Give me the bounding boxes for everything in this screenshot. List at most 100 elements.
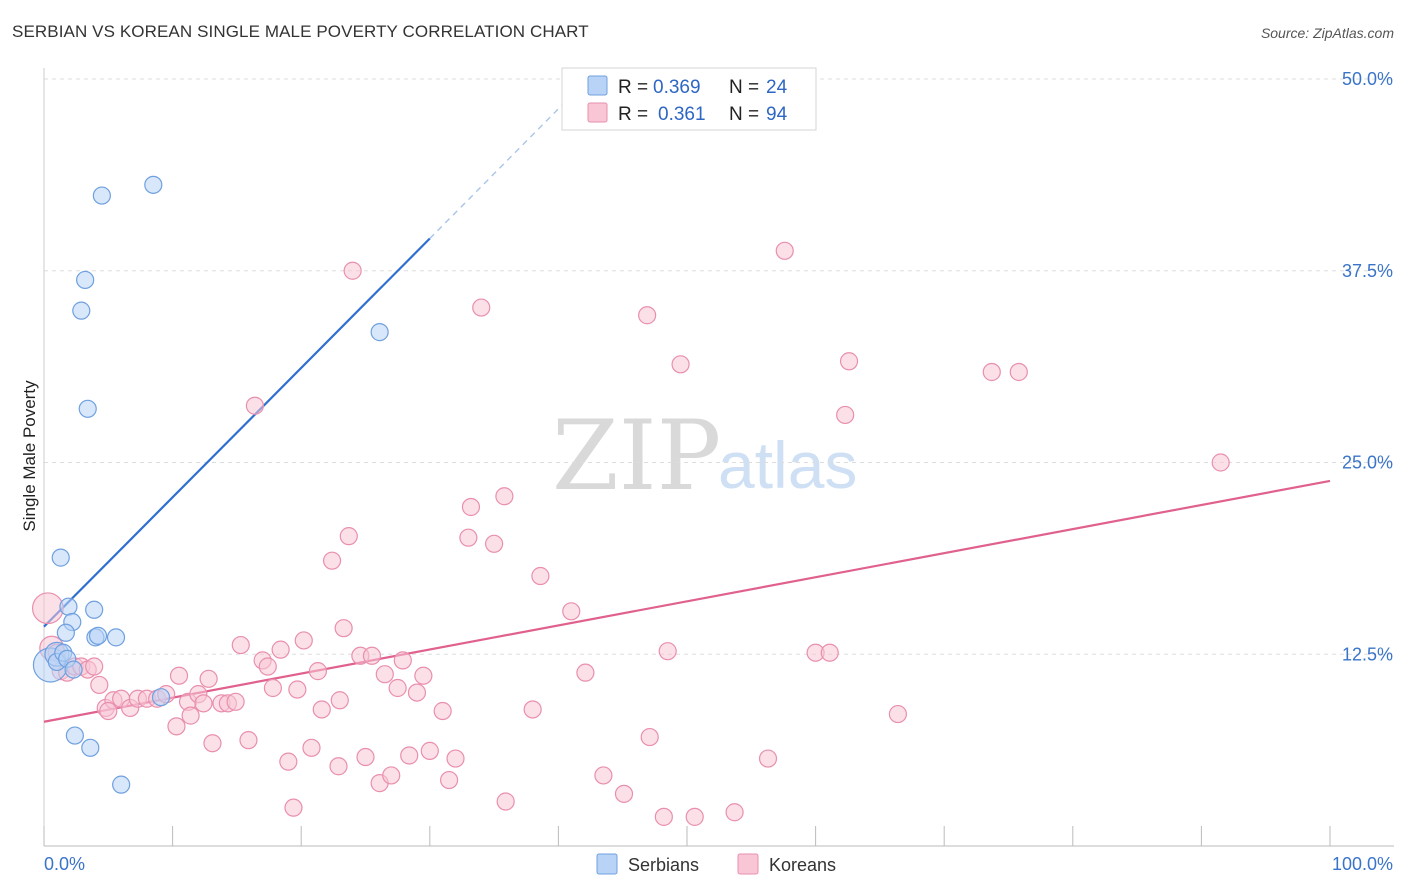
bottom-legend-koreans-swatch: [737, 853, 759, 875]
koreans-point-52: [375, 665, 394, 684]
tick-labels: 12.5% 25.0% 37.5% 50.0% 0.0% 100.0%: [44, 69, 1393, 874]
legend-koreans-r-value: 0.361: [658, 104, 706, 125]
serbians-point-15: [88, 626, 108, 645]
grid-lines: [44, 78, 1394, 655]
koreans-point-40: [302, 738, 321, 757]
koreans-point-31: [245, 396, 265, 415]
koreans-point-83: [775, 241, 794, 260]
serbians-point-8: [56, 623, 75, 642]
koreans-point-49: [356, 747, 375, 767]
koreans-point-66: [485, 534, 504, 553]
legend-koreans-swatch: [587, 102, 608, 123]
koreans-point-79: [671, 355, 690, 374]
koreans-point-35: [271, 640, 290, 659]
koreans-point-41: [308, 662, 328, 681]
koreans-point-53: [382, 766, 401, 785]
legend-serbians-n-value: 24: [766, 77, 788, 98]
koreans-point-82: [758, 749, 778, 768]
watermark: ZIP atlas: [552, 400, 857, 512]
koreans-point-57: [407, 683, 427, 702]
koreans-point-88: [888, 704, 908, 724]
koreans-point-30: [239, 731, 258, 750]
y-axis-title: Single Male Poverty: [20, 380, 39, 532]
koreans-point-87: [839, 352, 859, 371]
koreans-point-43: [322, 551, 342, 570]
serbians-point-17: [81, 738, 100, 757]
legend-koreans-n-value: 94: [766, 104, 788, 125]
y-tick-label-2: 37.5%: [1342, 261, 1393, 281]
koreans-point-45: [334, 619, 353, 638]
koreans-point-39: [294, 631, 313, 650]
serbians-point-19: [112, 775, 131, 794]
legend-serbians-r-label: R =: [618, 77, 648, 98]
bottom-legend-koreans-label: Koreans: [769, 855, 836, 875]
source-label: Source: ZipAtlas.com: [1260, 25, 1394, 41]
koreans-point-44: [329, 757, 348, 776]
koreans-point-59: [420, 741, 439, 760]
y-tick-label-1: 25.0%: [1342, 453, 1393, 473]
koreans-point-23: [194, 694, 213, 713]
serbians-point-9: [64, 660, 83, 679]
koreans-point-60: [433, 701, 452, 721]
serbians-point-13: [85, 600, 104, 619]
koreans-point-73: [594, 766, 613, 785]
koreans-point-37: [284, 798, 303, 817]
bottom-legend-serbians-swatch: [596, 853, 618, 875]
koreans-point-61: [439, 770, 459, 790]
koreans-point-54: [388, 678, 407, 698]
koreans-point-78: [658, 642, 677, 661]
serbians-point-16: [106, 628, 126, 647]
koreans-point-24: [199, 669, 218, 688]
koreans-point-65: [472, 298, 491, 317]
koreans-point-81: [725, 803, 744, 822]
koreans-point-0: [31, 592, 64, 625]
legend: R = 0.369 N = 24 R = 0.361 N = 94: [561, 67, 817, 131]
page-title: SERBIAN VS KOREAN SINGLE MALE POVERTY CO…: [12, 22, 589, 41]
koreans-point-80: [685, 807, 704, 826]
serbians-point-22: [144, 175, 163, 194]
koreans-trend-line: [43, 479, 1331, 723]
koreans-point-89: [982, 362, 1001, 382]
x-tick-label-1: 100.0%: [1332, 854, 1393, 874]
legend-koreans-r-label: R =: [618, 104, 648, 125]
koreans-point-38: [288, 680, 307, 699]
koreans-point-8: [85, 657, 104, 676]
koreans-point-69: [523, 700, 542, 719]
watermark-zip: ZIP: [552, 400, 721, 512]
koreans-point-50: [362, 646, 382, 665]
koreans-point-76: [640, 727, 659, 747]
serbians-point-12: [78, 399, 97, 418]
serbians-point-18: [65, 726, 84, 745]
koreans-point-9: [90, 675, 109, 695]
koreans-point-85: [820, 643, 839, 662]
y-tick-label-3: 50.0%: [1342, 69, 1393, 89]
serbians-point-23: [370, 323, 389, 342]
koreans-point-63: [459, 528, 478, 547]
serbians-point-20: [151, 688, 171, 707]
koreans-point-74: [614, 784, 634, 803]
koreans-point-36: [279, 752, 298, 771]
koreans-point-70: [531, 566, 550, 586]
koreans-point-93: [99, 701, 118, 721]
legend-serbians-n-label: N =: [729, 77, 759, 98]
koreans-point-46: [339, 527, 358, 546]
legend-serbians-swatch: [587, 75, 608, 96]
koreans-point-55: [393, 651, 412, 670]
koreans-point-68: [496, 792, 515, 811]
bottom-legend: Serbians Koreans: [596, 853, 836, 875]
serbians-point-21: [92, 186, 111, 205]
koreans-point-25: [203, 734, 222, 753]
koreans-point-71: [562, 602, 581, 621]
koreans-point-75: [638, 306, 657, 325]
koreans-point-29: [231, 635, 250, 655]
legend-serbians-r-value: 0.369: [653, 77, 701, 98]
koreans-point-77: [654, 807, 673, 826]
koreans-point-28: [226, 692, 245, 711]
koreans-point-90: [1009, 362, 1028, 382]
koreans-point-62: [446, 749, 465, 768]
serbians-points: [32, 175, 389, 794]
serbians-point-11: [72, 301, 91, 320]
koreans-point-19: [169, 666, 189, 685]
legend-koreans-n-label: N =: [729, 104, 759, 125]
